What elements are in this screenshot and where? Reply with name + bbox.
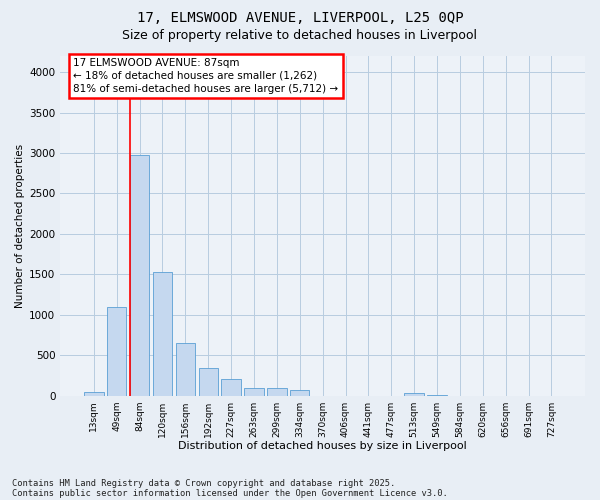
Bar — [153, 272, 172, 396]
Bar — [427, 395, 447, 396]
Bar — [84, 392, 104, 396]
Bar — [199, 368, 218, 396]
Text: 17 ELMSWOOD AVENUE: 87sqm
← 18% of detached houses are smaller (1,262)
81% of se: 17 ELMSWOOD AVENUE: 87sqm ← 18% of detac… — [73, 58, 338, 94]
Y-axis label: Number of detached properties: Number of detached properties — [15, 144, 25, 308]
Bar — [130, 156, 149, 396]
Bar — [176, 343, 195, 396]
Bar — [404, 393, 424, 396]
Text: Size of property relative to detached houses in Liverpool: Size of property relative to detached ho… — [122, 29, 478, 42]
Bar — [290, 390, 310, 396]
Text: Contains HM Land Registry data © Crown copyright and database right 2025.
Contai: Contains HM Land Registry data © Crown c… — [12, 478, 448, 498]
Text: 17, ELMSWOOD AVENUE, LIVERPOOL, L25 0QP: 17, ELMSWOOD AVENUE, LIVERPOOL, L25 0QP — [137, 12, 463, 26]
Bar — [244, 388, 264, 396]
Bar — [267, 388, 287, 396]
X-axis label: Distribution of detached houses by size in Liverpool: Distribution of detached houses by size … — [178, 441, 467, 451]
Bar — [107, 306, 127, 396]
Bar — [221, 380, 241, 396]
